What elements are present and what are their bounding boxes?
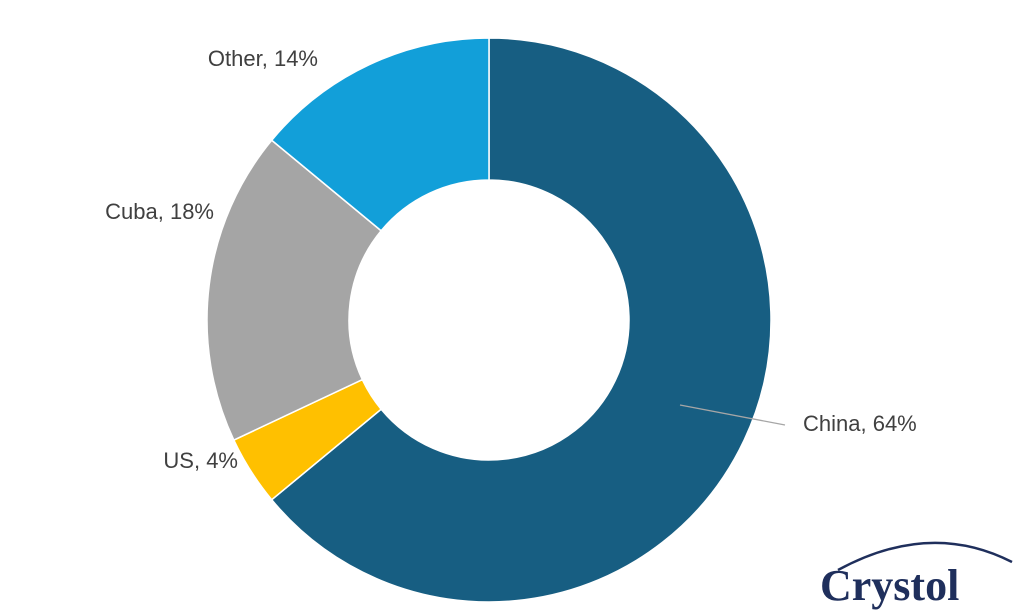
slice (270, 37, 490, 232)
data-label: China, 64% (803, 411, 917, 436)
data-label: Other, 14% (208, 46, 318, 71)
slices (206, 37, 772, 603)
data-label: US, 4% (163, 448, 238, 473)
slice (206, 139, 383, 442)
logo: Crystol (820, 561, 959, 610)
logo-arc (837, 541, 1013, 572)
slice (270, 37, 772, 603)
leader-line (679, 404, 786, 426)
data-label: Cuba, 18% (105, 199, 214, 224)
labels: China, 64% US, 4% Cuba, 18% Other, 14% (105, 46, 917, 473)
